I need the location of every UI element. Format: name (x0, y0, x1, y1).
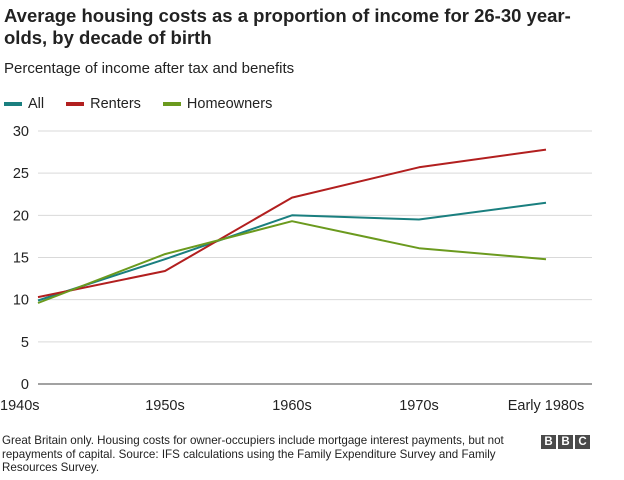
line-chart: 0 5 10 15 20 25 30 1940s 1950s 1960s 1970s Early 19… (0, 124, 592, 414)
legend-item-all: All (4, 96, 44, 112)
y-tick-label: 10 (13, 293, 29, 309)
series-line-renters (37, 148, 547, 299)
y-tick-label: 20 (13, 208, 29, 224)
footnote: Great Britain only. Housing costs for ow… (2, 434, 504, 474)
x-tick-label: 1960s (272, 398, 312, 414)
x-tick-label: 1950s (145, 398, 185, 414)
bbc-logo: B B C (541, 435, 592, 449)
legend-label-renters: Renters (90, 96, 141, 112)
x-tick-label: 1970s (399, 398, 439, 414)
legend-swatch-renters (66, 102, 85, 106)
x-tick-label: Early 1980s (508, 398, 585, 414)
bbc-logo-letter: B (558, 435, 573, 449)
legend-label-homeowners: Homeowners (186, 96, 273, 112)
y-tick-label: 5 (21, 335, 29, 351)
bbc-logo-letter: B (541, 435, 556, 449)
legend-swatch-all (4, 102, 22, 106)
y-tick-label: 0 (21, 377, 29, 393)
chart-subtitle: Percentage of income after tax and benef… (4, 60, 295, 77)
bbc-logo-letter: C (575, 435, 590, 449)
legend-label-all: All (28, 96, 45, 112)
series-line-all (37, 201, 547, 302)
legend-swatch-homeowners (162, 102, 181, 106)
series-line-homeowners (37, 220, 547, 304)
legend-item-renters: Renters (66, 96, 141, 112)
y-tick-label: 30 (13, 124, 29, 140)
y-tick-label: 25 (13, 166, 29, 182)
x-tick-label: 1940s (0, 398, 40, 414)
legend: All Renters Homeowners (4, 95, 294, 113)
legend-item-homeowners: Homeowners (162, 96, 273, 112)
chart-title: Average housing costs as a proportion of… (4, 5, 571, 48)
y-tick-label: 15 (13, 251, 29, 267)
